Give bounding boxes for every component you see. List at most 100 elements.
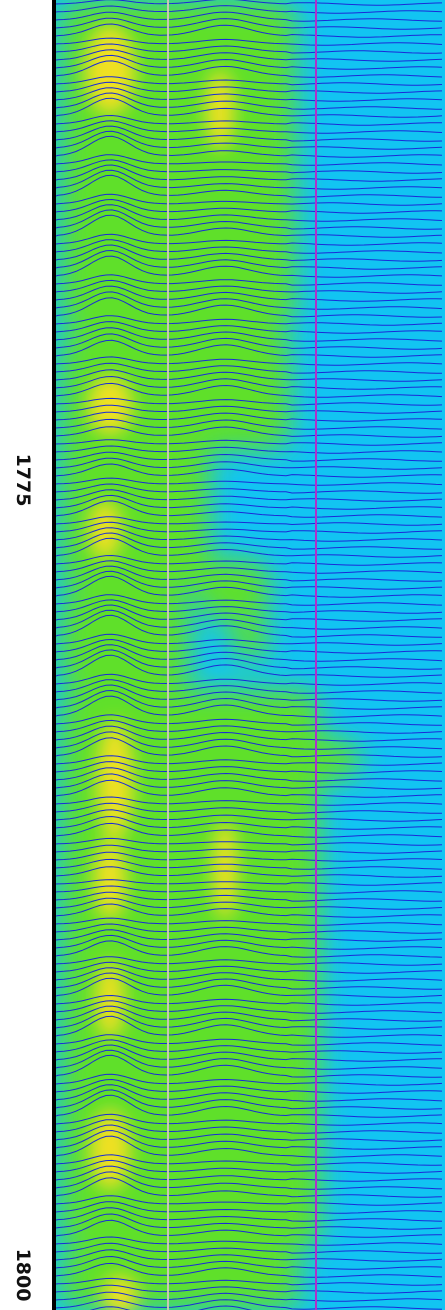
trace (56, 1000, 443, 1014)
trace (56, 321, 443, 334)
yellow-blob (90, 1110, 130, 1190)
trace (56, 97, 443, 118)
trace (89, 1305, 253, 1310)
trace (56, 891, 443, 902)
trace (56, 961, 442, 974)
trace (56, 815, 443, 830)
trace (56, 917, 443, 926)
trace (56, 76, 443, 86)
trace (56, 426, 443, 438)
trace (56, 554, 443, 566)
trace (56, 500, 443, 518)
trace (56, 445, 443, 454)
trace (56, 719, 443, 734)
trace (56, 773, 443, 790)
trace (56, 489, 443, 502)
green-blob (180, 330, 290, 450)
trace (56, 11, 443, 22)
trace (56, 967, 443, 982)
yellow-blob (206, 70, 234, 150)
trace (56, 255, 443, 278)
trace (56, 879, 442, 886)
trace (56, 844, 443, 854)
trace (56, 1207, 443, 1222)
trace (56, 560, 443, 574)
trace (56, 1044, 442, 1062)
trace (56, 1277, 443, 1286)
trace (56, 755, 443, 766)
trace (56, 885, 443, 894)
trace (56, 599, 443, 614)
trace (56, 1195, 443, 1206)
trace (56, 463, 443, 478)
trace (56, 903, 443, 918)
trace (56, 1135, 443, 1158)
trace (56, 679, 443, 694)
trace (56, 1255, 443, 1270)
yellow-blob (102, 1275, 138, 1310)
trace (56, 929, 443, 942)
trace (56, 565, 443, 582)
trace (56, 244, 443, 262)
trace (56, 1078, 443, 1094)
trace (56, 1005, 443, 1022)
trace (56, 994, 443, 1006)
trace (56, 570, 443, 590)
depth-label: 1775 (12, 454, 34, 507)
trace (56, 1129, 442, 1150)
trace (56, 1262, 443, 1278)
trace (56, 956, 443, 966)
trace (56, 130, 443, 150)
trace (56, 404, 443, 414)
trace (56, 532, 442, 550)
trace (56, 214, 443, 238)
trace (56, 1124, 443, 1142)
depth-label: 1800 (12, 1249, 34, 1302)
trace (56, 516, 443, 526)
trace (56, 154, 443, 166)
trace (56, 644, 443, 662)
yellow-blob (85, 25, 135, 115)
trace (56, 822, 443, 838)
trace (56, 934, 443, 950)
trace (56, 923, 443, 934)
trace (56, 779, 442, 798)
trace (56, 193, 443, 206)
trace (56, 1049, 443, 1070)
trace (56, 125, 443, 142)
trace (56, 0, 443, 6)
trace (56, 1291, 443, 1302)
green-blob (290, 740, 360, 780)
trace (56, 369, 443, 382)
trace (56, 714, 442, 726)
trace (56, 375, 443, 390)
trace (56, 439, 443, 446)
trace (56, 1073, 443, 1086)
trace (56, 689, 443, 710)
trace (56, 802, 442, 814)
trace (56, 291, 443, 310)
trace (56, 1165, 443, 1182)
trace (56, 527, 443, 542)
trace (56, 594, 443, 606)
trace (56, 411, 443, 422)
trace (56, 609, 443, 630)
trace (56, 633, 443, 646)
trace (56, 23, 442, 38)
trace (56, 333, 443, 350)
trace (56, 761, 443, 774)
trace (56, 327, 443, 342)
trace (56, 1084, 443, 1102)
trace (56, 249, 443, 270)
yellow-zone (85, 25, 237, 1310)
green-blob (200, 560, 270, 620)
trace (56, 940, 443, 958)
trace (56, 1159, 443, 1174)
yellow-blob (96, 960, 124, 1040)
trace (56, 1284, 443, 1294)
trace (56, 1015, 443, 1038)
trace (56, 1177, 443, 1198)
trace (56, 1094, 443, 1118)
trace (56, 521, 443, 534)
trace (56, 537, 443, 558)
